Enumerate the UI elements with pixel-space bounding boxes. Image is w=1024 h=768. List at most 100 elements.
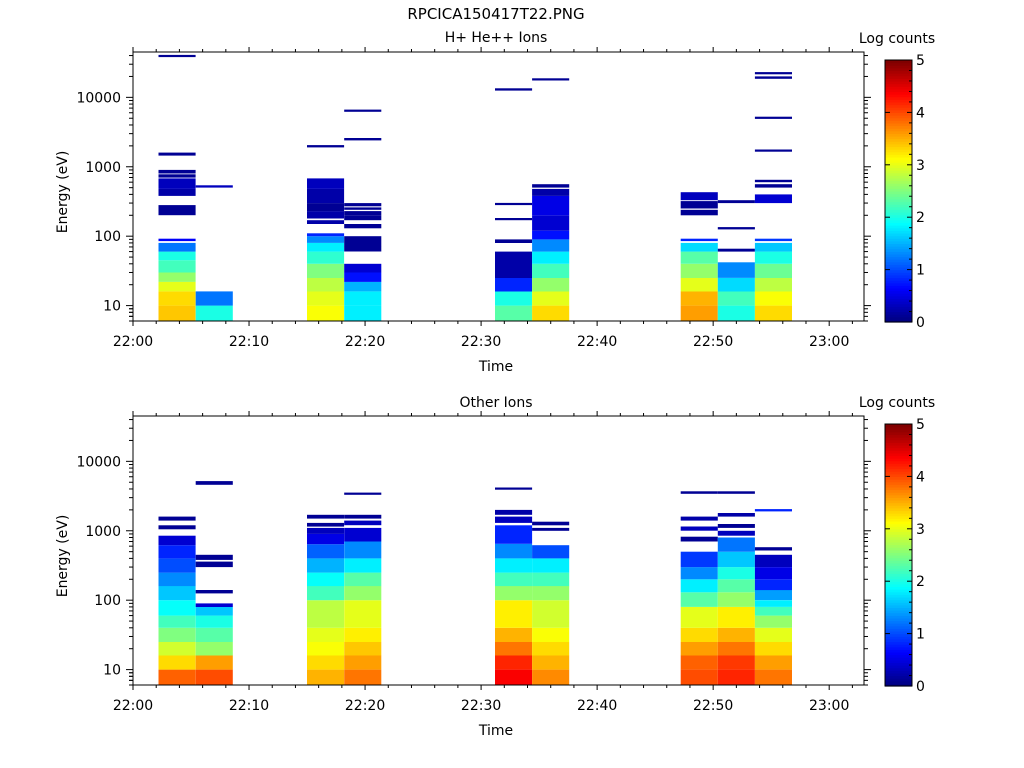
heatmap-cells <box>158 481 792 685</box>
heatmap-cell <box>195 606 233 616</box>
colorbar-segment <box>885 198 912 203</box>
colorbar-segment <box>885 101 912 106</box>
heatmap-cell <box>344 527 382 542</box>
heatmap-cell <box>307 600 345 628</box>
heatmap-cell <box>344 627 382 642</box>
colorbar-segment <box>885 188 912 192</box>
heatmap-cell <box>532 305 570 321</box>
colorbar-segment <box>885 151 912 155</box>
heatmap-cell <box>532 627 570 642</box>
heatmap-cell <box>532 291 570 306</box>
colorbar-tick-label: 4 <box>916 469 925 485</box>
colorbar-segment <box>885 536 912 540</box>
heatmap-cell <box>158 586 196 601</box>
heatmap-cell <box>344 520 382 526</box>
colorbar-segment <box>885 274 912 279</box>
colorbar-tick-label: 2 <box>916 574 925 590</box>
colorbar-tick-label: 0 <box>916 315 925 331</box>
heatmap-cell <box>307 203 345 212</box>
page-title: RPCICA150417T22.PNG <box>407 5 584 23</box>
colorbar-segment <box>885 227 912 231</box>
heatmap-cell <box>532 600 570 628</box>
heatmap-cell <box>754 76 792 79</box>
colorbar-segment <box>885 175 912 179</box>
heatmap-cell <box>158 169 196 174</box>
heatmap-cell <box>158 655 196 670</box>
colorbar-segment <box>885 120 912 124</box>
heatmap-cell <box>307 291 345 306</box>
colorbar-segment <box>885 489 912 493</box>
x-tick-label: 22:40 <box>577 698 617 714</box>
heatmap-cell <box>195 669 233 685</box>
colorbar-segment <box>885 476 912 480</box>
heatmap-cell <box>532 655 570 670</box>
heatmap-cell <box>532 188 570 196</box>
y-tick-label: 10 <box>103 299 121 315</box>
heatmap-cell <box>195 615 233 628</box>
heatmap-cell <box>680 526 718 531</box>
colorbar-segment <box>885 295 912 300</box>
heatmap-cell <box>158 535 196 546</box>
heatmap-cell <box>495 202 533 206</box>
colorbar-segment <box>885 232 912 237</box>
colorbar-segment <box>885 617 912 622</box>
colorbar-segment <box>885 80 912 85</box>
colorbar-segment <box>885 180 912 184</box>
colorbar-segment <box>885 502 912 506</box>
colorbar-segment <box>885 581 912 585</box>
heatmap-cell <box>532 195 570 216</box>
colorbar-segment <box>885 494 912 498</box>
colorbar-segment <box>885 465 912 470</box>
heatmap-cell <box>344 138 382 141</box>
colorbar-frame <box>884 59 913 323</box>
heatmap-cell <box>158 572 196 587</box>
heatmap-cell <box>495 543 533 559</box>
colorbar-segment <box>885 518 912 522</box>
colorbar-segment <box>885 644 912 648</box>
colorbar-segment <box>885 65 912 69</box>
colorbar-segment <box>885 589 912 593</box>
colorbar-segment <box>885 680 912 684</box>
heatmap-cell <box>307 145 345 148</box>
colorbar-segment <box>885 86 912 90</box>
colorbar: 0 1 2 3 4 5 <box>884 417 925 695</box>
heatmap-cell <box>532 586 570 601</box>
x-tick-label: 22:20 <box>345 698 385 714</box>
colorbar-segment <box>885 159 912 163</box>
heatmap-cell <box>307 220 345 224</box>
x-ticks: 22:00 22:10 22:20 22:30 22:40 22:50 23:00 <box>113 411 853 714</box>
heatmap-cell <box>495 516 533 523</box>
heatmap-cell <box>754 251 792 264</box>
colorbar-segment <box>885 479 912 483</box>
heatmap-cell <box>717 491 755 494</box>
heatmap-cell <box>495 218 533 221</box>
colorbar-segment <box>885 549 912 553</box>
colorbar-segment <box>885 560 912 564</box>
colorbar-segment <box>885 431 912 436</box>
heatmap-cell <box>754 615 792 628</box>
heatmap-cell <box>495 251 533 278</box>
heatmap-cell <box>307 627 345 642</box>
heatmap-cell <box>195 291 233 306</box>
x-tick-label: 22:50 <box>693 334 733 350</box>
colorbar-segment <box>885 552 912 556</box>
colorbar-segment <box>885 167 912 171</box>
colorbar-segment <box>885 615 912 619</box>
colorbar-segment <box>885 610 912 614</box>
heatmap-cell <box>680 642 718 656</box>
y-ticks: 10 100 1000 10000 <box>76 419 871 686</box>
colorbar-segment <box>885 206 912 210</box>
y-axis-label: Energy (eV) <box>55 515 71 598</box>
colorbar-segment <box>885 259 912 263</box>
colorbar-segment <box>885 112 912 116</box>
heatmap-cell <box>717 200 755 204</box>
colorbar-segment <box>885 62 912 66</box>
heatmap-cell <box>680 655 718 670</box>
heatmap-cell <box>754 305 792 321</box>
colorbar-segment <box>885 473 912 477</box>
colorbar-segment <box>885 191 912 195</box>
heatmap-cell <box>532 184 570 188</box>
colorbar-segment <box>885 654 912 658</box>
colorbar-segment <box>885 130 912 134</box>
colorbar-segment <box>885 256 912 260</box>
